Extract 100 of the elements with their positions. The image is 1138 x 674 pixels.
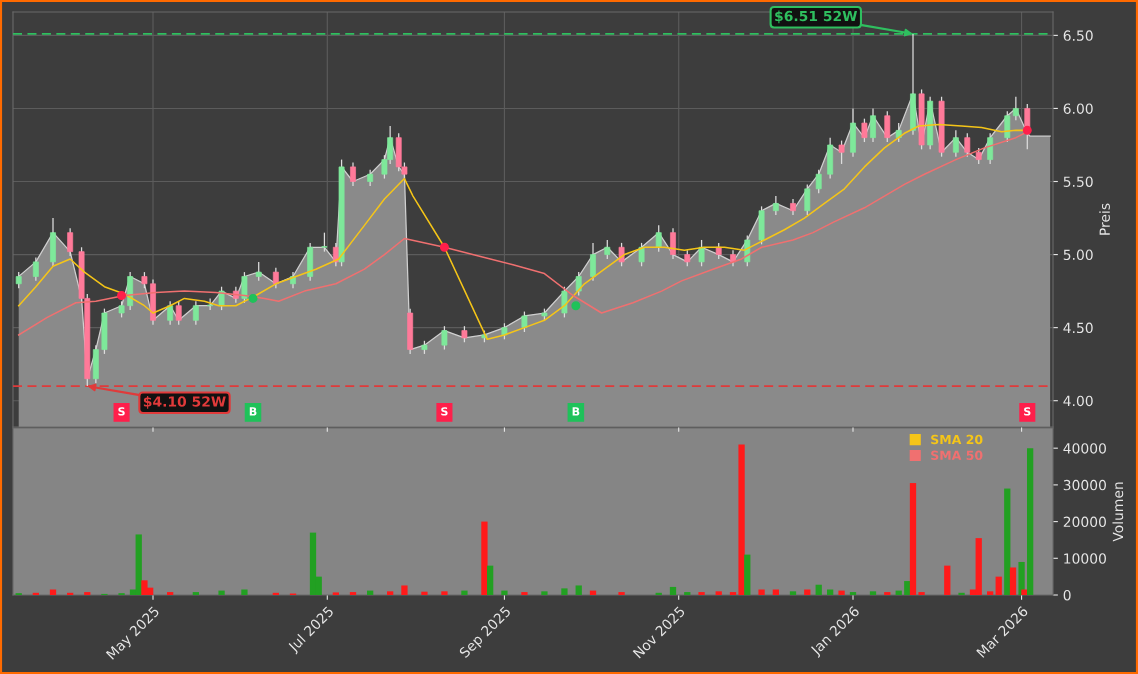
candlestick	[590, 242, 596, 282]
bar	[944, 565, 951, 595]
y-tick-label: 40000	[1063, 443, 1106, 454]
bar	[167, 592, 174, 595]
candlestick	[521, 310, 528, 333]
bar	[401, 585, 408, 595]
candlestick	[350, 161, 356, 187]
candlestick	[1004, 110, 1011, 143]
bar	[758, 589, 765, 595]
bar	[729, 592, 737, 595]
bar	[815, 584, 822, 595]
annotation: B	[572, 407, 580, 416]
y-tick-label: 20000	[1063, 516, 1106, 528]
bar	[904, 581, 911, 595]
legend-label: SMA 50	[931, 450, 983, 461]
y-tick-label: 4.50	[1063, 322, 1093, 334]
y-tick-label: 0	[1063, 589, 1071, 601]
bar	[575, 585, 582, 595]
bar	[218, 590, 225, 595]
bar	[541, 591, 548, 595]
candlestick	[655, 224, 662, 253]
candlestick	[638, 242, 645, 267]
candlestick	[241, 271, 248, 304]
bar	[789, 591, 797, 595]
candlestick	[67, 227, 74, 257]
bar	[561, 588, 568, 595]
candlestick	[272, 267, 279, 289]
candlestick	[772, 195, 779, 216]
bar	[441, 591, 448, 595]
bar	[669, 586, 677, 595]
bar	[618, 592, 625, 595]
annotation: S	[118, 407, 125, 416]
bar	[241, 589, 248, 595]
y-tick-label: 6.50	[1063, 30, 1093, 41]
bar	[1004, 488, 1011, 595]
y-tick-label: 4.00	[1063, 395, 1093, 407]
bar	[772, 589, 779, 595]
candlestick	[987, 132, 994, 165]
legend-label: SMA 20	[931, 434, 983, 445]
candlestick	[167, 300, 174, 326]
annotation: S	[1024, 407, 1031, 416]
bar	[838, 590, 845, 595]
bar	[958, 592, 965, 595]
bar	[909, 483, 917, 595]
candlestick	[698, 239, 705, 267]
candlestick	[861, 118, 868, 143]
bar	[461, 590, 468, 595]
y-tick-label: 30000	[1063, 479, 1106, 491]
bar	[715, 591, 722, 595]
annotation: $4.10 52W	[143, 396, 226, 409]
candlestick	[884, 110, 891, 143]
y-axis-title: Volumen	[1112, 482, 1124, 542]
bar	[884, 592, 891, 595]
candlestick	[964, 132, 971, 158]
candlestick	[441, 325, 448, 351]
bar	[501, 590, 508, 595]
bar	[1027, 448, 1034, 595]
candlestick	[175, 300, 182, 326]
annotation: B	[249, 407, 257, 416]
annotation: $6.51 52W	[775, 10, 858, 24]
candlestick	[870, 107, 876, 143]
y-tick-label: 5.50	[1063, 176, 1093, 187]
bar	[349, 592, 357, 595]
bar	[849, 592, 857, 595]
bar	[387, 591, 394, 595]
bar	[481, 521, 488, 595]
bar	[804, 589, 811, 595]
bar	[1009, 567, 1017, 595]
candlestick	[952, 129, 959, 158]
bar	[987, 591, 994, 595]
bar	[869, 591, 877, 595]
candlestick	[815, 169, 822, 194]
candlestick	[321, 232, 328, 253]
y-tick-label: 5.00	[1063, 249, 1093, 261]
y-tick-label: 6.00	[1063, 103, 1093, 114]
bar	[84, 592, 91, 595]
bar	[698, 592, 705, 595]
bar	[332, 592, 339, 595]
bar	[744, 554, 751, 595]
candlestick	[192, 300, 199, 326]
candlestick	[804, 183, 811, 216]
bar	[487, 565, 494, 595]
bar	[421, 591, 428, 595]
bar	[192, 592, 199, 595]
candlestick	[838, 139, 845, 165]
y-tick-label: 10000	[1064, 553, 1106, 564]
candlestick	[561, 286, 568, 319]
candlestick	[32, 256, 39, 282]
bar	[1021, 589, 1028, 595]
annotation: S	[441, 407, 448, 416]
bar	[521, 592, 528, 595]
bar	[827, 589, 834, 595]
bar	[995, 576, 1002, 595]
candlestick	[207, 297, 214, 311]
bar	[684, 592, 691, 595]
bar	[49, 589, 57, 595]
candlestick	[670, 227, 676, 260]
candlestick	[604, 239, 611, 260]
y-axis-title: Preis	[1099, 203, 1110, 235]
bar	[738, 444, 745, 595]
